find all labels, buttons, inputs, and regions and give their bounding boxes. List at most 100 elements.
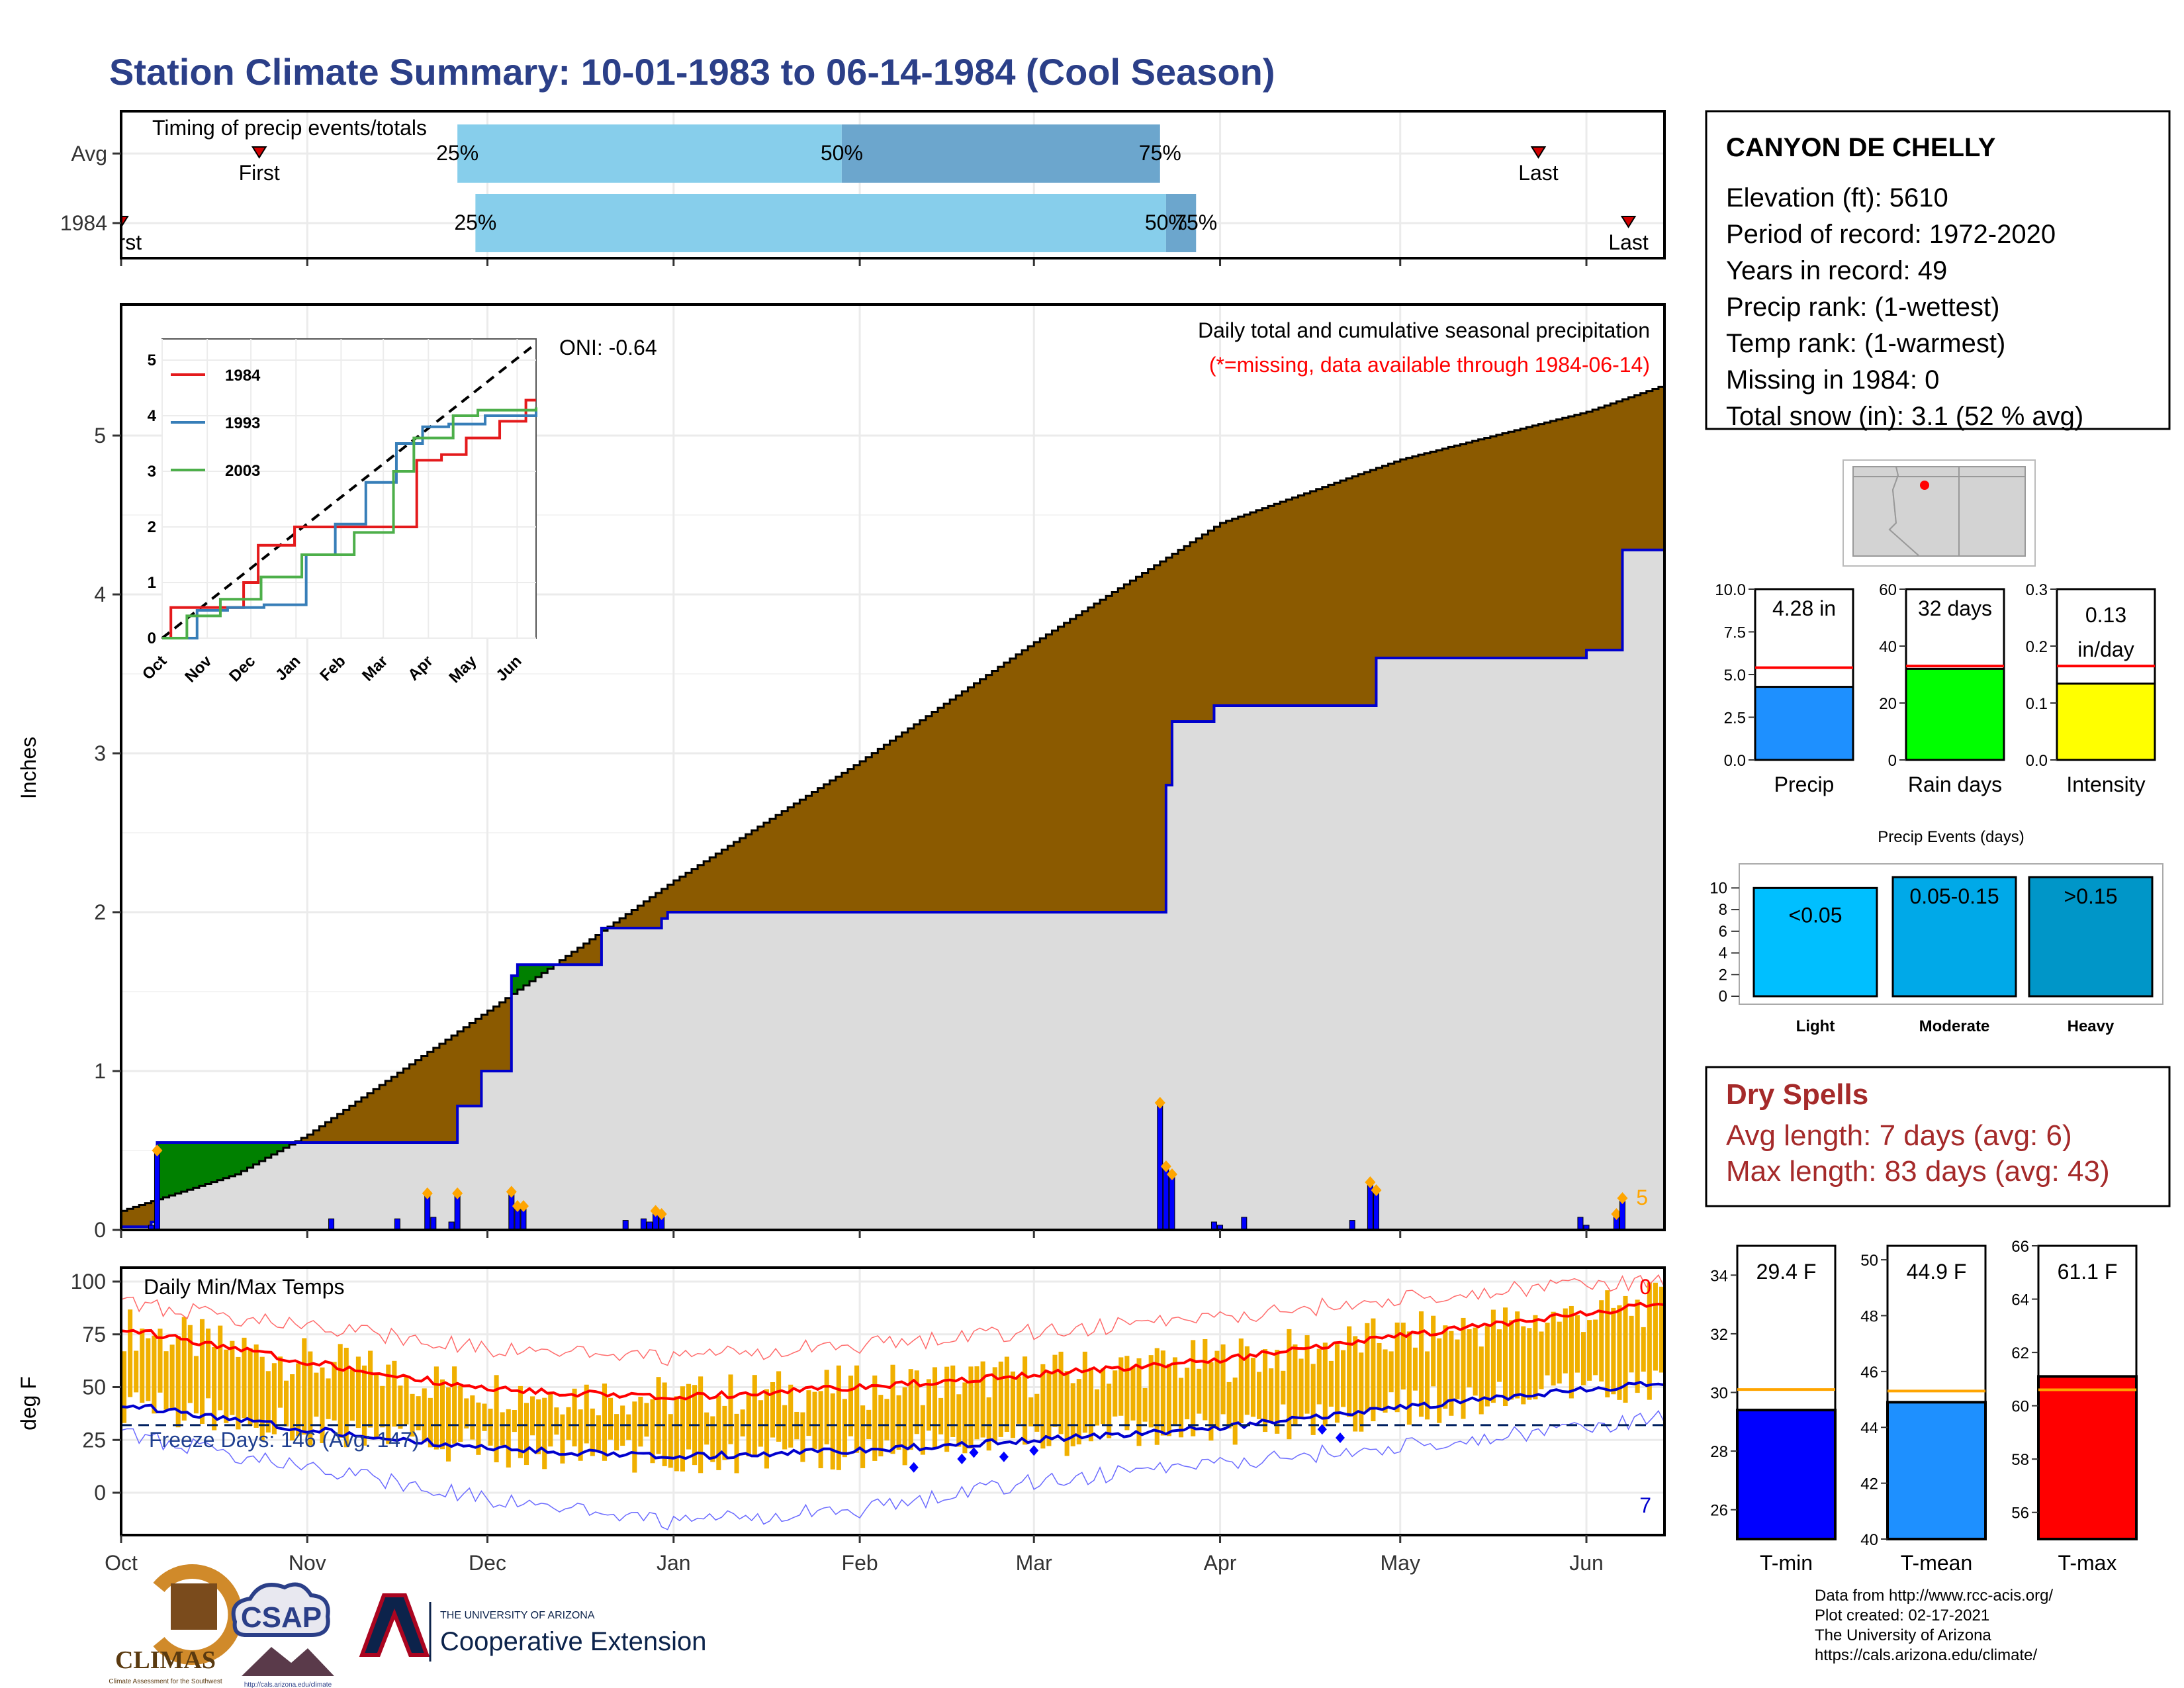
daily-temp-bar: [236, 1356, 241, 1430]
daily-temp-bar: [1659, 1286, 1664, 1373]
temp-x-tick-label-Apr: Apr: [1204, 1551, 1237, 1575]
daily-temp-bar: [1515, 1311, 1520, 1399]
daily-temp-bar: [1070, 1383, 1075, 1446]
daily-temp-bar: [728, 1374, 733, 1444]
daily-temp-bar: [1004, 1356, 1009, 1432]
record-low-marker-0: [909, 1462, 919, 1473]
daily-temp-bar: [482, 1403, 487, 1431]
daily-temp-bar: [1130, 1366, 1136, 1421]
daily-temp-bar: [380, 1385, 385, 1428]
daily-precip-bar: [430, 1217, 437, 1230]
inset-legend-label-1984: 1984: [225, 367, 261, 385]
credit-line: Plot created: 02-17-2021: [1815, 1607, 1989, 1624]
daily-temp-bar: [776, 1371, 782, 1442]
inset-y-tick-0: 0: [148, 630, 156, 647]
missing-note: (*=missing, data available through 1984-…: [1209, 353, 1650, 377]
daily-temp-bar: [824, 1370, 829, 1444]
temp-y-ticks: 0 25 50 75 100: [71, 1270, 121, 1505]
daily-temp-bar: [1605, 1290, 1610, 1397]
daily-temp-bar: [1473, 1327, 1478, 1396]
daily-temp-bar: [242, 1337, 247, 1419]
daily-temp-bar: [1214, 1350, 1220, 1429]
daily-temp-bar: [518, 1385, 523, 1458]
daily-temp-bar: [253, 1344, 259, 1428]
station-location-marker: [1920, 481, 1929, 490]
temp-summary-tick-label: 44: [1860, 1419, 1878, 1437]
event-bar-range-Moderate: 0.05-0.15: [1909, 884, 1999, 908]
daily-temp-bar: [584, 1384, 589, 1444]
daily-temp-bar: [169, 1344, 175, 1410]
daily-temp-bar: [800, 1412, 805, 1462]
precip-event-marker: [1166, 1168, 1177, 1180]
daily-temp-bar: [674, 1396, 679, 1472]
csap-mountain: [242, 1647, 334, 1676]
daily-temp-bar: [710, 1416, 715, 1462]
daily-temp-bar: [758, 1400, 763, 1447]
temp-y-tick-label-50: 50: [82, 1376, 106, 1399]
daily-temp-bar: [1437, 1338, 1442, 1423]
station-detail-line: Total snow (in): 3.1 (52 % avg): [1726, 402, 2083, 431]
daily-temp-bar: [668, 1414, 673, 1468]
record-low-marker-4: [1029, 1445, 1039, 1456]
daily-temp-bar: [1341, 1350, 1346, 1407]
daily-temp-bar: [788, 1384, 794, 1448]
summary-tick-label: 0.1: [2026, 695, 2048, 713]
average-cumulative-line: [121, 383, 1664, 1212]
daily-temp-bar: [1377, 1342, 1382, 1409]
timing-pct-label-1984-1: 50%: [1145, 211, 1187, 234]
daily-temp-bar: [1431, 1315, 1436, 1387]
daily-temp-bar: [1226, 1382, 1232, 1429]
daily-temp-bar: [1563, 1308, 1568, 1374]
daily-temp-bar: [1545, 1323, 1550, 1376]
daily-temp-bar: [158, 1329, 163, 1393]
daily-temp-bar: [500, 1412, 505, 1446]
daily-temp-bar: [548, 1391, 553, 1447]
temp-x-tick-label-Dec: Dec: [469, 1551, 506, 1575]
event-bar-range-Heavy: >0.15: [2064, 884, 2118, 908]
station-detail-line: Elevation (ft): 5610: [1726, 183, 1948, 212]
climas-logo: CLIMAS Climate Assessment for the Southw…: [109, 1564, 243, 1685]
daily-temp-bar: [812, 1391, 817, 1449]
daily-temp-bar: [1334, 1344, 1340, 1423]
daily-temp-bar: [1347, 1326, 1352, 1417]
daily-temp-bar: [902, 1387, 907, 1466]
daily-temp-bar: [704, 1412, 709, 1445]
precip-y-tick-label-3: 3: [94, 741, 106, 765]
summary-bar-charts: 4.28 in 0.0 2.5 5.0 7.5 10.0 Precip 32 days 0 20 4…: [1715, 581, 2156, 796]
temp-summary-bar-T-mean: [1886, 1401, 1987, 1540]
dry-spells-frame: [1705, 1066, 2171, 1207]
daily-temp-bar: [818, 1391, 823, 1468]
daily-temp-bar: [1107, 1383, 1112, 1438]
precip-caption: Daily total and cumulative seasonal prec…: [1198, 318, 1650, 342]
daily-temp-bar: [1142, 1387, 1148, 1422]
temp-summary-tick-label: 42: [1860, 1476, 1878, 1493]
precip-y-ticks: 0 1 2 3 4 5: [94, 424, 121, 1242]
daily-temp-bar: [398, 1385, 403, 1429]
daily-temp-bar: [1418, 1311, 1424, 1417]
daily-temp-bar: [1653, 1282, 1658, 1371]
daily-temp-bar: [1136, 1358, 1142, 1446]
daily-temp-bar: [830, 1393, 835, 1470]
precip-areas: [121, 383, 1664, 1230]
ua-name-text: Cooperative Extension: [440, 1627, 706, 1656]
daily-temp-bar: [1635, 1299, 1640, 1393]
daily-temp-bar: [1076, 1379, 1081, 1444]
record-low-marker-3: [999, 1451, 1009, 1462]
precip-event-marker: [1371, 1184, 1382, 1196]
timing-bar-50-75-1984: [1165, 194, 1197, 252]
daily-temp-bar: [1208, 1362, 1214, 1441]
temp-x-tick-label-Jan: Jan: [657, 1551, 691, 1575]
event-bar-range-Light: <0.05: [1789, 903, 1843, 927]
daily-temp-bar: [338, 1344, 343, 1438]
daily-temp-bar: [1101, 1368, 1106, 1425]
oni-label: ONI: -0.64: [559, 336, 657, 359]
temp-summary-value-T-max: 61.1 F: [2058, 1260, 2118, 1284]
daily-temp-bar: [332, 1362, 337, 1421]
daily-temp-bar: [308, 1351, 313, 1446]
station-detail-line: Period of record: 1972-2020: [1726, 220, 2056, 249]
timing-row-labels: Avg 1984: [0, 142, 121, 252]
temp-x-tick-label-Nov: Nov: [289, 1551, 326, 1575]
